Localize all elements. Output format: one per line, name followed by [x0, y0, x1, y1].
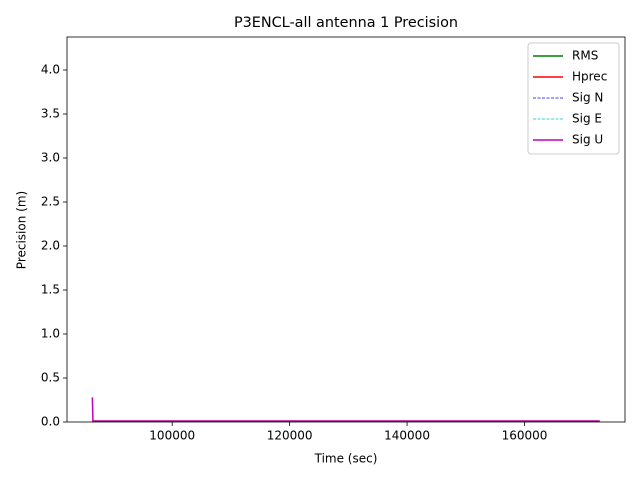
- series-line: [91, 397, 600, 422]
- legend-label: Sig E: [572, 112, 602, 126]
- legend-label: Sig U: [572, 133, 603, 147]
- x-axis-label: Time (sec): [314, 452, 378, 466]
- y-tick-label: 1.5: [41, 283, 60, 297]
- plot-frame: [66, 36, 626, 423]
- legend-label: RMS: [572, 49, 598, 63]
- y-tick-label: 4.0: [41, 63, 60, 77]
- y-tick-label: 2.5: [41, 195, 60, 209]
- y-tick-label: 0.0: [41, 415, 60, 429]
- legend-label: Hprec: [572, 70, 607, 84]
- y-tick-label: 0.5: [41, 371, 60, 385]
- x-tick-label: 160000: [502, 429, 548, 443]
- y-tick-label: 1.0: [41, 327, 60, 341]
- y-axis-label: Precision (m): [15, 191, 29, 269]
- chart-title: P3ENCL-all antenna 1 Precision: [234, 15, 458, 31]
- legend-label: Sig N: [572, 91, 603, 105]
- x-tick-label: 100000: [149, 429, 195, 443]
- y-tick-label: 3.5: [41, 107, 60, 121]
- x-tick-label: 120000: [267, 429, 313, 443]
- x-tick-label: 140000: [384, 429, 430, 443]
- y-tick-label: 2.0: [41, 239, 60, 253]
- legend-box: [527, 42, 620, 155]
- y-tick-label: 3.0: [41, 151, 60, 165]
